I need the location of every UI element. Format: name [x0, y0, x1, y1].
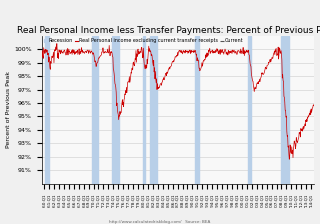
Bar: [112, 36, 119, 184]
Bar: [92, 36, 98, 184]
Legend: Recession, Real Personal income excluding current transfer receipts, Current: Recession, Real Personal income excludin…: [44, 38, 244, 43]
Bar: [195, 36, 199, 184]
Bar: [150, 36, 157, 184]
Bar: [143, 36, 146, 184]
Y-axis label: Percent of Previous Peak: Percent of Previous Peak: [6, 71, 12, 148]
Title: Real Personal Income less Transfer Payments: Percent of Previous Peak: Real Personal Income less Transfer Payme…: [17, 26, 320, 35]
Bar: [45, 36, 49, 184]
Text: http://www.calculatedriskblog.com/   Source: BEA: http://www.calculatedriskblog.com/ Sourc…: [109, 220, 211, 224]
Bar: [248, 36, 252, 184]
Bar: [281, 36, 289, 184]
